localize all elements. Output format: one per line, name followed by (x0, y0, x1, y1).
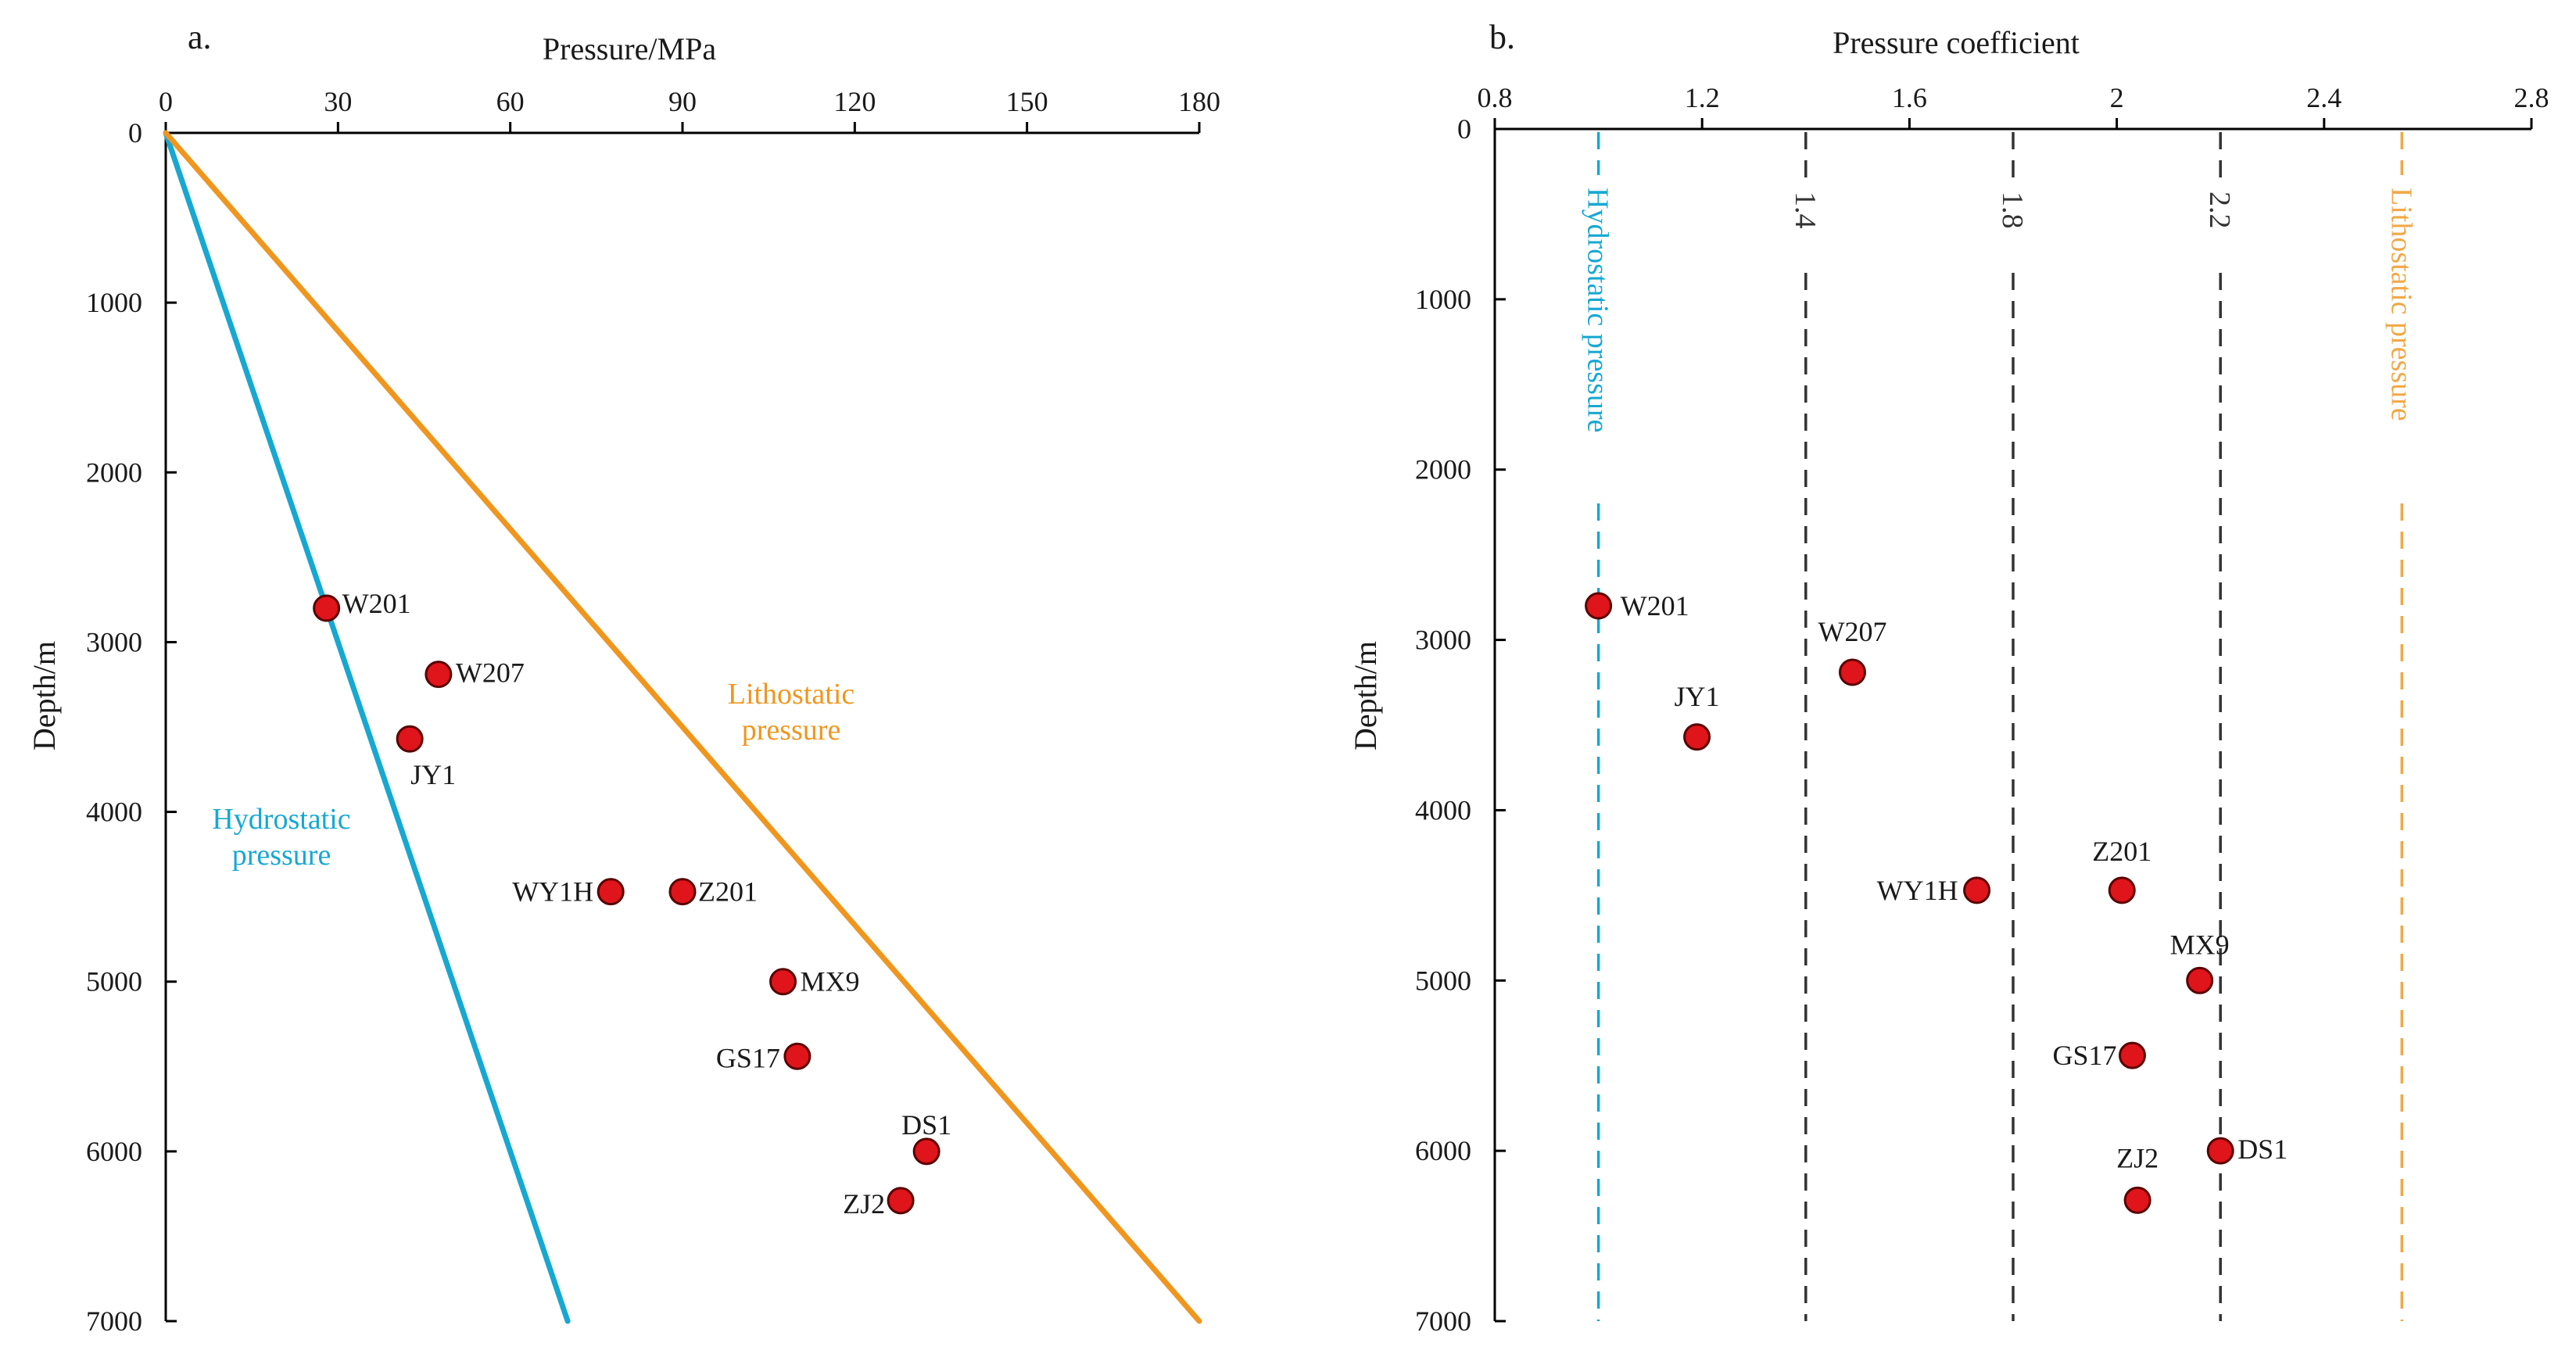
panel-a-point-z201 (668, 878, 697, 906)
panel-b-y-tick-label: 3000 (1415, 625, 1471, 656)
panel-a-hydrostatic-label: pressure (232, 839, 331, 872)
panel-a-point-label: MX9 (801, 966, 860, 997)
panel-b-point-mx9 (2186, 966, 2214, 994)
panel-b-y-tick-label: 5000 (1415, 965, 1471, 996)
panel-a-point-jy1 (396, 725, 424, 753)
panel-a-point-label: ZJ2 (843, 1188, 885, 1220)
panel-b-y-tick-label: 1000 (1415, 284, 1471, 315)
panel-b-point-z201 (2108, 876, 2136, 904)
panel-a-point-ds1 (912, 1137, 940, 1166)
panel-a-point-label: W201 (342, 588, 411, 619)
panel-b-point-label: DS1 (2237, 1134, 2288, 1165)
panel-b-point-label: JY1 (1675, 681, 1720, 712)
panel-b-point-wy1h (1963, 876, 1991, 904)
panel-b-point-ds1 (2206, 1137, 2234, 1165)
panel-a-point-label: JY1 (410, 759, 456, 790)
panel-b-y-tick-label: 6000 (1415, 1135, 1471, 1166)
panel-a-point-label: W207 (456, 657, 525, 689)
panel-a-y-tick-label: 5000 (86, 966, 142, 997)
panel-a-y-tick-label: 3000 (86, 626, 142, 657)
panel-b-point-w201 (1585, 592, 1613, 620)
panel-a-y-tick-label: 7000 (86, 1305, 142, 1337)
panel-a-x-tick-label: 150 (1006, 86, 1048, 117)
panel-b-label: b. (1489, 18, 1515, 56)
panel-a-point-gs17 (783, 1042, 811, 1070)
panel-b-hydrostatic-label: Hydrostatic pressure (1582, 188, 1614, 432)
panel-b-y-tick-label: 4000 (1415, 794, 1471, 826)
panel-a-point-label: WY1H (512, 876, 593, 908)
panel-a-lithostatic-label: Lithostatic (728, 678, 855, 711)
panel-b-x-axis-title: Pressure coefficient (1833, 25, 2080, 60)
panel-b-y-axis-title: Depth/m (1348, 641, 1383, 750)
panel-b-x-tick-label: 1.2 (1685, 82, 1720, 113)
panel-a-y-axis-title: Depth/m (27, 641, 62, 750)
panel-b-coef-2.2-label: 2.2 (2203, 192, 2236, 229)
panel-a-x-tick-label: 30 (324, 86, 352, 117)
panel-a-hydrostatic-label: Hydrostatic (212, 803, 350, 836)
panel-b-x-tick-label: 2.4 (2306, 82, 2341, 113)
panel-b-point-label: Z201 (2092, 836, 2151, 867)
panel-b-x-tick-label: 0.8 (1478, 82, 1513, 113)
panel-a-y-tick-label: 2000 (86, 457, 142, 488)
panel-a-point-mx9 (769, 968, 797, 996)
panel-b-point-zj2 (2123, 1186, 2151, 1214)
panel-a-point-w201 (313, 594, 341, 622)
panel-b-point-jy1 (1683, 723, 1711, 751)
panel-b-pressure-coefficient-vs-depth: b. Pressure coefficient Depth/m 0.8 1.2 1.… (1348, 18, 2549, 1337)
panel-a-pressure-vs-depth: a. Pressure/MPa Depth/m 0 30 60 90 120 150 180… (27, 18, 1220, 1337)
panel-a-hydrostatic-line (163, 130, 571, 1324)
panel-a-y-tick-label: 0 (128, 117, 142, 149)
panel-a-lithostatic-label: pressure (742, 714, 841, 747)
panel-b-x-tick-label: 2.8 (2514, 82, 2549, 113)
panel-a-point-wy1h (597, 878, 625, 906)
panel-b-point-w207 (1838, 658, 1866, 686)
panel-b-x-tick-label: 2 (2110, 82, 2124, 113)
panel-b-y-tick-label: 0 (1457, 113, 1471, 145)
panel-b-y-tick-label: 2000 (1415, 454, 1471, 485)
panel-b-point-label: ZJ2 (2116, 1142, 2159, 1173)
panel-b-point-label: MX9 (2170, 929, 2230, 960)
panel-a-x-tick-label: 60 (496, 86, 525, 117)
panel-b-point-label: W207 (1818, 616, 1886, 647)
panel-a-y-tick-label: 6000 (86, 1136, 142, 1167)
panel-b-point-label: WY1H (1877, 875, 1958, 906)
panel-b-coef-1.8-label: 1.8 (1996, 192, 2029, 229)
panel-a-point-label: GS17 (716, 1042, 780, 1073)
panel-b-y-tick-label: 7000 (1415, 1305, 1471, 1337)
panel-a-point-zj2 (887, 1187, 915, 1215)
panel-a-x-tick-label: 180 (1178, 86, 1220, 117)
panel-b-point-label: W201 (1621, 590, 1689, 621)
panel-b-point-gs17 (2118, 1041, 2146, 1069)
panel-a-x-tick-label: 90 (668, 86, 697, 117)
panel-a-x-axis-title: Pressure/MPa (543, 31, 716, 66)
panel-a-y-tick-label: 1000 (86, 287, 142, 318)
panel-b-x-tick-label: 1.6 (1892, 82, 1927, 113)
panel-a-x-tick-label: 0 (159, 86, 173, 117)
panel-a-y-tick-label: 4000 (86, 797, 142, 828)
panel-a-point-label: DS1 (901, 1109, 951, 1141)
panel-b-coef-1.4-label: 1.4 (1789, 192, 1822, 229)
panel-a-lithostatic-line (163, 130, 1202, 1324)
panel-a-label: a. (188, 18, 212, 56)
panel-a-point-label: Z201 (698, 876, 758, 908)
panel-a-point-w207 (425, 661, 453, 689)
panel-b-lithostatic-label: Lithostatic pressure (2384, 188, 2417, 421)
panel-a-x-tick-label: 120 (833, 86, 876, 117)
panel-b-point-label: GS17 (2052, 1040, 2116, 1071)
